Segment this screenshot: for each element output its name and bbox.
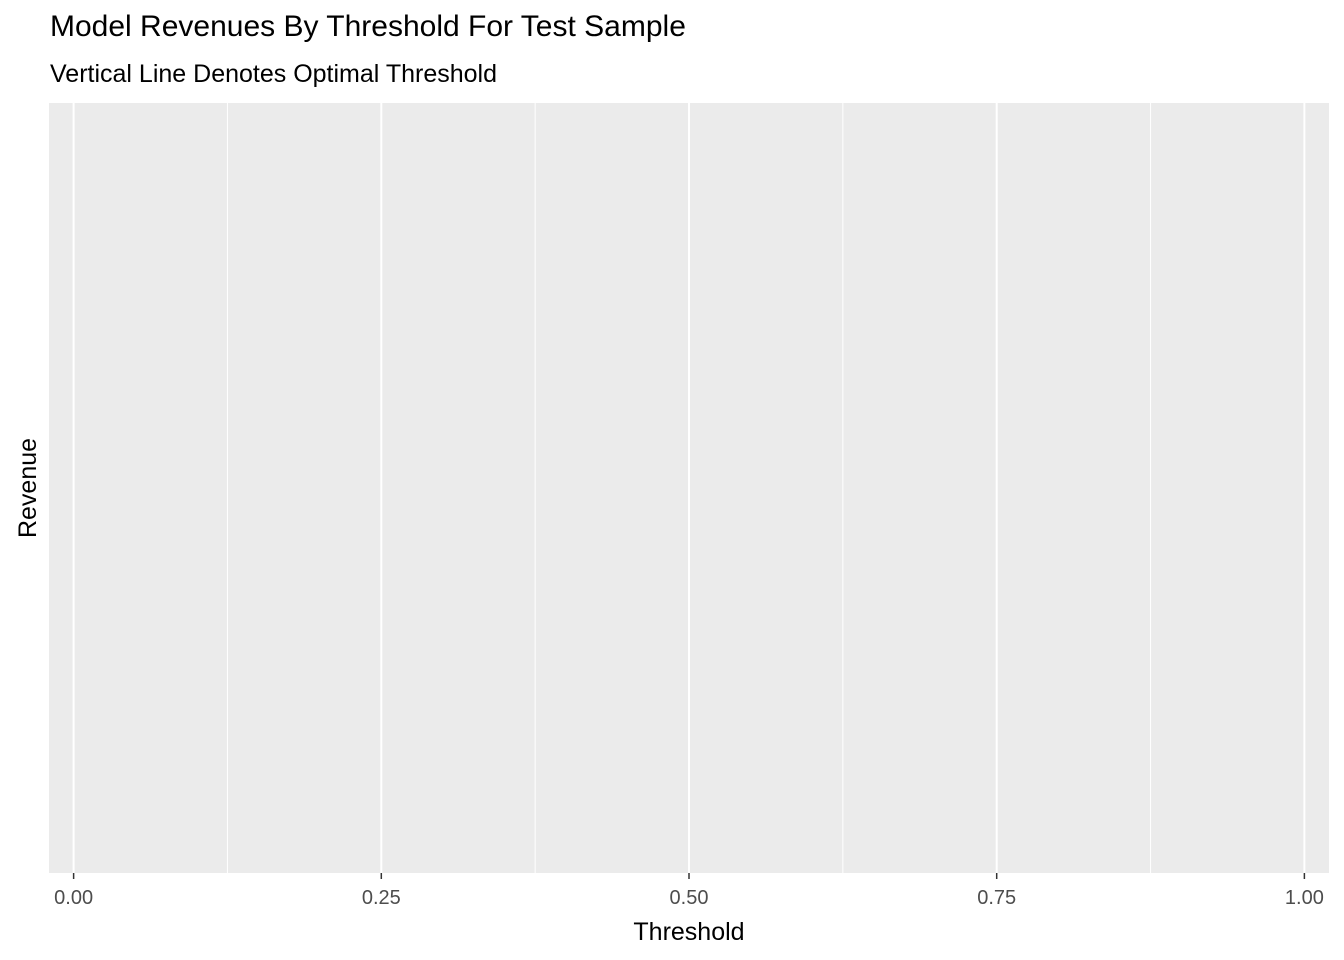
- chart-title: Model Revenues By Threshold For Test Sam…: [50, 10, 686, 43]
- chart-subtitle: Vertical Line Denotes Optimal Threshold: [50, 60, 497, 88]
- x-tick-label: 0.00: [54, 887, 93, 909]
- grid-layer: [72, 103, 1306, 873]
- x-tick-label: 0.50: [670, 887, 709, 909]
- x-axis-ticks: 0.00 0.25 0.50 0.75 1.00: [54, 873, 1324, 909]
- x-tick-label: 0.25: [362, 887, 401, 909]
- x-tick-label: 0.75: [977, 887, 1016, 909]
- x-axis-title: Threshold: [633, 918, 744, 946]
- x-tick-label: 1.00: [1285, 887, 1324, 909]
- y-axis-title: Revenue: [14, 438, 42, 538]
